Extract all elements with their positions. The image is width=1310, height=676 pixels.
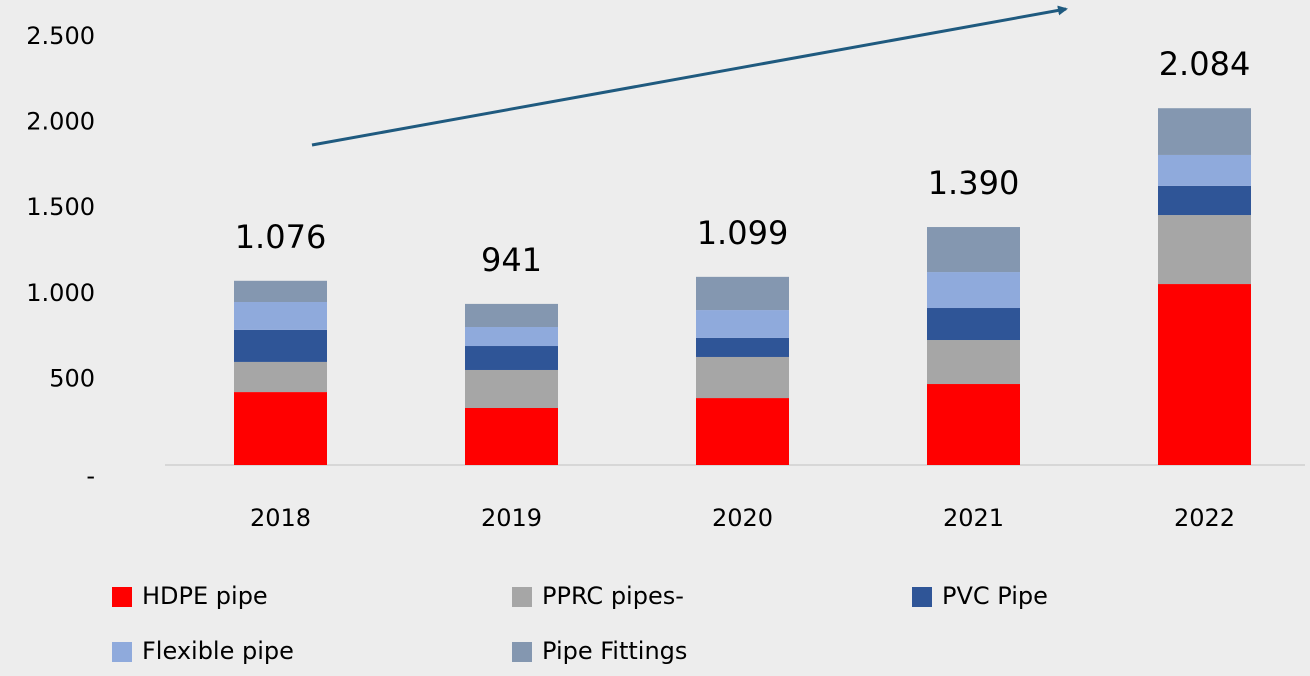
x-tick-label: 2019: [481, 504, 542, 532]
legend-swatch: [112, 587, 132, 607]
bar-segment: [465, 369, 558, 408]
bar-segment: [927, 227, 1020, 273]
y-tick-label: 2.500: [26, 22, 95, 50]
bar-segment: [234, 329, 327, 362]
bar-segment: [465, 327, 558, 347]
total-label: 1.099: [697, 214, 789, 252]
bar-segment: [1158, 154, 1251, 186]
bar-segment: [465, 346, 558, 370]
bar-segment: [234, 302, 327, 330]
bar-segment: [1158, 284, 1251, 465]
y-tick-label: 1.000: [26, 279, 95, 307]
total-label: 1.390: [928, 164, 1020, 202]
bar-segment: [696, 310, 789, 338]
legend-label: Pipe Fittings: [542, 637, 687, 665]
bar-segment: [696, 276, 789, 311]
x-tick-label: 2022: [1174, 504, 1235, 532]
legend-swatch: [912, 587, 932, 607]
y-tick-label: 500: [49, 364, 95, 392]
x-tick-label: 2021: [943, 504, 1004, 532]
bar-segment: [696, 337, 789, 357]
total-label: 1.076: [235, 218, 327, 256]
x-tick-label: 2018: [250, 504, 311, 532]
bar-segment: [927, 308, 1020, 341]
trend-arrow: [311, 5, 1068, 147]
bar-segment: [927, 384, 1020, 465]
bar-segment: [465, 303, 558, 328]
legend-swatch: [112, 642, 132, 662]
legend-swatch: [512, 642, 532, 662]
y-tick-label: -: [86, 462, 95, 490]
bar-segment: [1158, 185, 1251, 216]
bar-segment: [234, 392, 327, 465]
bar-segment: [234, 280, 327, 303]
bar-segment: [696, 356, 789, 399]
bar-segment: [1158, 215, 1251, 285]
legend-label: HDPE pipe: [142, 582, 268, 610]
bar-segment: [465, 407, 558, 465]
total-label: 941: [481, 241, 542, 279]
y-tick-label: 1.500: [26, 193, 95, 221]
x-tick-label: 2020: [712, 504, 773, 532]
bar-segment: [927, 340, 1020, 385]
y-tick-label: 2.000: [26, 108, 95, 136]
bar-segment: [234, 361, 327, 393]
legend-label: PVC Pipe: [942, 582, 1048, 610]
legend-swatch: [512, 587, 532, 607]
bar-segment: [927, 272, 1020, 309]
legend-label: Flexible pipe: [142, 637, 294, 665]
bar-segment: [1158, 108, 1251, 155]
legend-label: PPRC pipes-: [542, 582, 684, 610]
bar-segment: [696, 398, 789, 465]
total-label: 2.084: [1159, 45, 1251, 83]
